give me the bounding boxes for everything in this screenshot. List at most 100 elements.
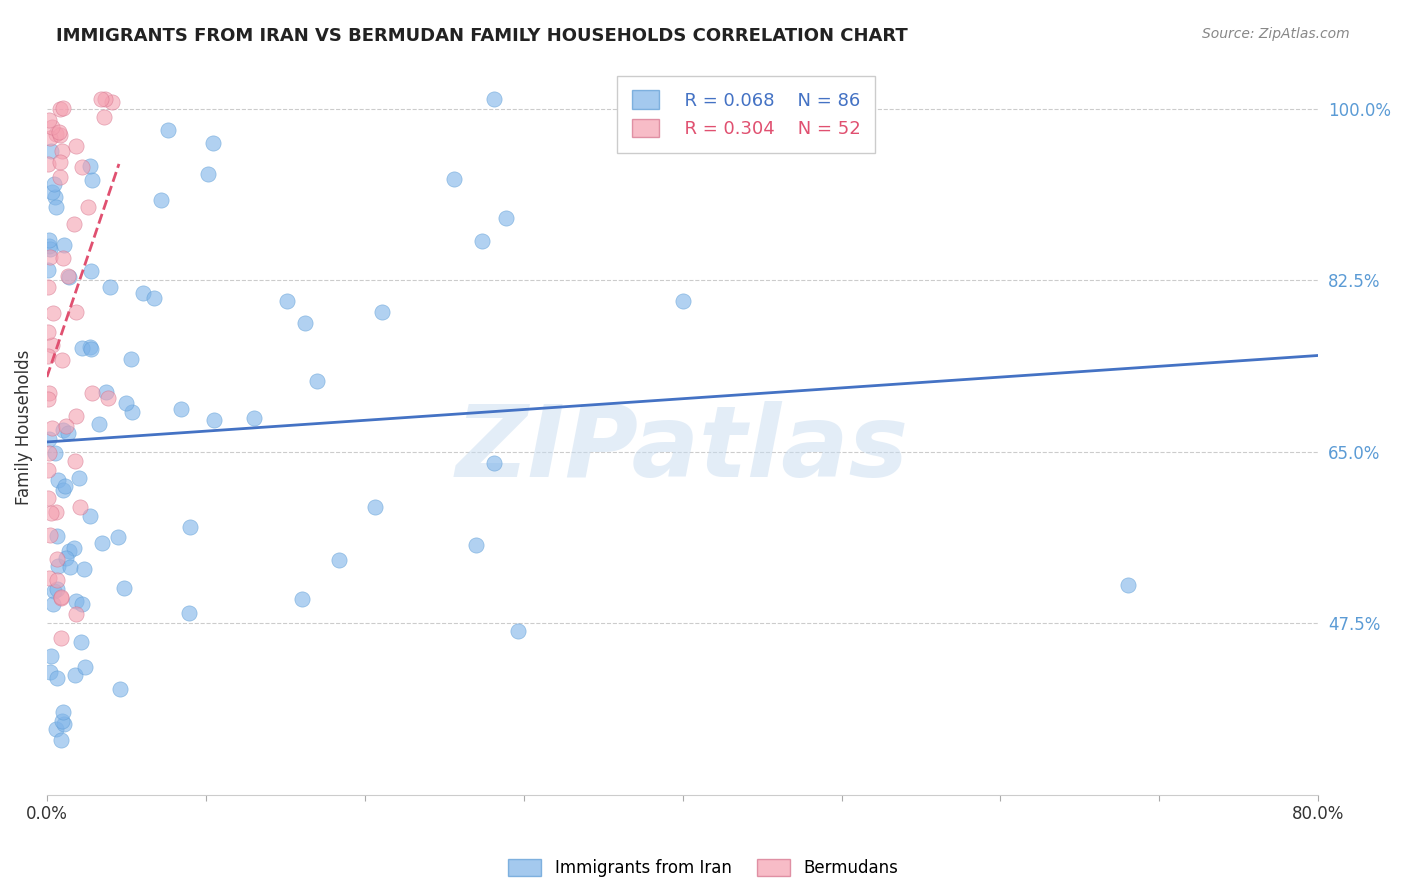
Text: Source: ZipAtlas.com: Source: ZipAtlas.com: [1202, 27, 1350, 41]
Point: [38, 385, 60, 400]
Point: [77, 201, 100, 215]
Y-axis label: Family Households: Family Households: [15, 350, 32, 505]
Point: [39, 250, 62, 264]
Point: [52, 251, 75, 265]
Point: [38, 432, 60, 446]
Point: [42, 598, 65, 612]
Point: [80, 385, 103, 400]
Point: [179, 520, 201, 534]
Point: [52, 483, 75, 498]
Point: [53, 717, 76, 731]
Point: [101, 95, 124, 109]
Point: [52, 101, 75, 115]
Point: [63, 667, 86, 681]
Point: [363, 500, 385, 514]
Point: [120, 351, 142, 366]
Point: [51, 591, 73, 605]
Point: [37, 392, 59, 407]
Point: [39, 130, 62, 145]
Point: [73, 660, 96, 674]
Text: ZIPatlas: ZIPatlas: [456, 401, 910, 498]
Point: [38, 571, 60, 585]
Point: [471, 235, 494, 249]
Point: [177, 606, 200, 620]
Point: [55, 419, 77, 434]
Point: [69, 500, 91, 514]
Point: [107, 530, 129, 544]
Point: [37, 157, 59, 171]
Point: [294, 316, 316, 330]
Point: [169, 401, 191, 416]
Point: [132, 286, 155, 301]
Point: [39, 528, 62, 542]
Point: [44, 446, 66, 460]
Text: IMMIGRANTS FROM IRAN VS BERMUDAN FAMILY HOUSEHOLDS CORRELATION CHART: IMMIGRANTS FROM IRAN VS BERMUDAN FAMILY …: [56, 27, 908, 45]
Point: [80, 263, 103, 277]
Point: [202, 136, 225, 150]
Point: [70, 598, 93, 612]
Point: [73, 562, 96, 576]
Point: [276, 293, 298, 308]
Point: [39, 506, 62, 520]
Point: [51, 352, 73, 367]
Point: [291, 591, 314, 606]
Point: [197, 168, 219, 182]
Point: [305, 374, 328, 388]
Point: [80, 342, 103, 356]
Point: [53, 479, 76, 493]
Point: [45, 505, 67, 519]
Point: [45, 529, 67, 543]
Point: [37, 280, 59, 294]
Point: [49, 631, 72, 645]
Point: [1116, 578, 1139, 592]
Point: [41, 421, 63, 435]
Point: [45, 127, 67, 141]
Point: [65, 139, 87, 153]
Point: [44, 190, 66, 204]
Point: [41, 338, 63, 352]
Point: [79, 159, 101, 173]
Point: [53, 238, 76, 252]
Point: [45, 200, 67, 214]
Legend: Immigrants from Iran, Bermudans: Immigrants from Iran, Bermudans: [502, 852, 904, 884]
Point: [38, 234, 60, 248]
Point: [90, 535, 112, 549]
Point: [202, 413, 225, 427]
Point: [49, 170, 72, 185]
Point: [55, 550, 77, 565]
Legend:   R = 0.068    N = 86,   R = 0.304    N = 52: R = 0.068 N = 86, R = 0.304 N = 52: [617, 76, 876, 153]
Point: [242, 410, 264, 425]
Point: [46, 558, 69, 573]
Point: [328, 552, 350, 566]
Point: [65, 594, 87, 608]
Point: [49, 590, 72, 604]
Point: [94, 384, 117, 399]
Point: [38, 665, 60, 679]
Point: [371, 305, 394, 319]
Point: [51, 144, 73, 158]
Point: [38, 446, 60, 460]
Point: [41, 185, 63, 199]
Point: [42, 177, 65, 191]
Point: [79, 340, 101, 354]
Point: [38, 112, 60, 127]
Point: [52, 423, 75, 437]
Point: [48, 128, 70, 142]
Point: [72, 342, 94, 356]
Point: [69, 471, 91, 485]
Point: [39, 144, 62, 158]
Point: [46, 573, 69, 587]
Point: [93, 110, 115, 124]
Point: [508, 624, 530, 638]
Point: [79, 508, 101, 523]
Point: [37, 325, 59, 339]
Point: [482, 456, 505, 470]
Point: [46, 552, 69, 566]
Point: [80, 172, 103, 186]
Point: [45, 722, 67, 736]
Point: [58, 269, 80, 284]
Point: [41, 120, 63, 134]
Point: [46, 582, 69, 597]
Point: [37, 262, 59, 277]
Point: [39, 242, 62, 256]
